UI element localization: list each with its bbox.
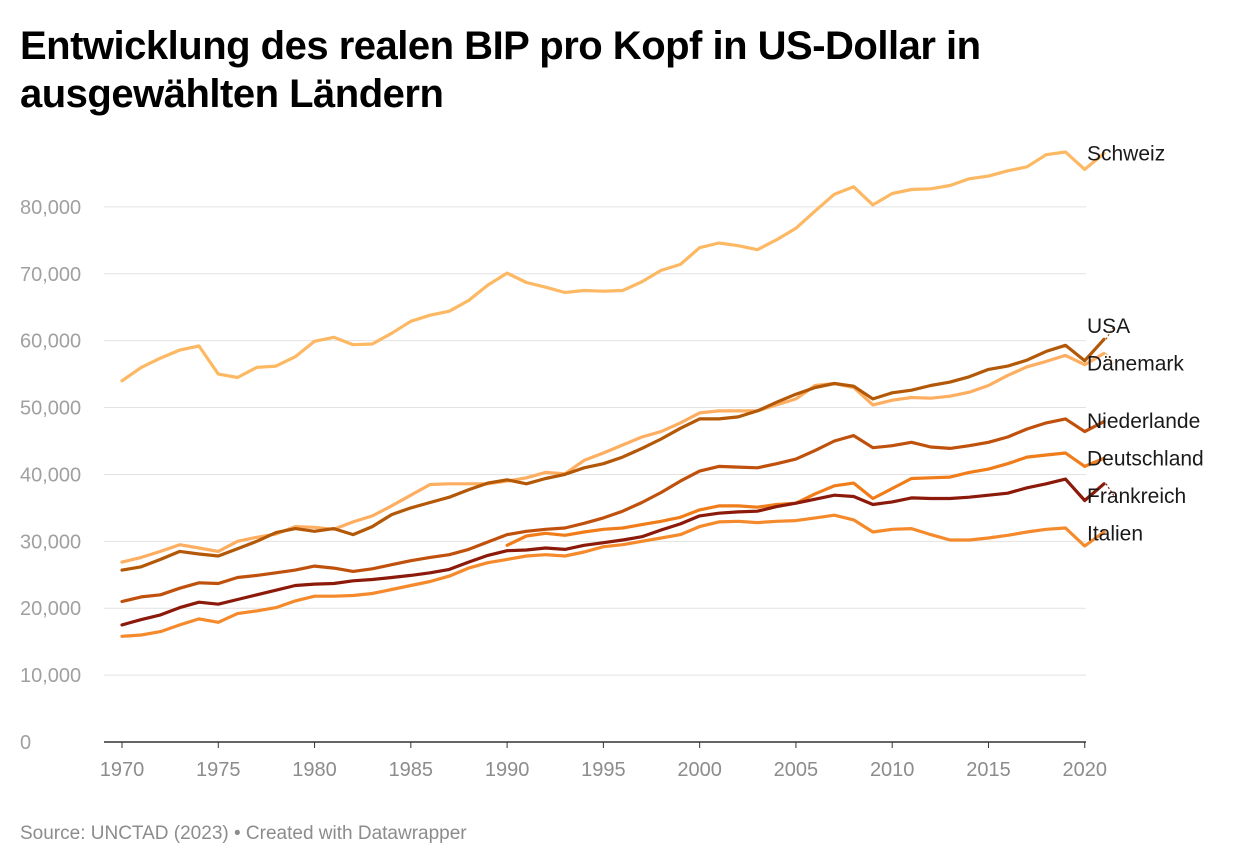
x-axis: 1970 1975 1980 1985 1990 1995 2000 2005 2010 2015… xyxy=(100,741,1107,781)
series-line-usa xyxy=(120,337,1106,572)
series-line-italien xyxy=(120,513,1106,638)
x-tick-label: 1995 xyxy=(581,759,626,781)
series-line-niederlande xyxy=(120,417,1106,604)
label-connector-usa xyxy=(1105,325,1115,340)
x-tick-label: 2000 xyxy=(677,759,722,781)
series-labels: Schweiz USA Dänemark Niederlande Deutschland… xyxy=(1087,142,1204,545)
y-tick-label: 70,000 xyxy=(20,264,81,286)
series-label-niederlande: Niederlande xyxy=(1087,410,1200,433)
x-tick-label: 2005 xyxy=(774,759,819,781)
x-tick-label: 1975 xyxy=(196,759,241,781)
label-connector-frankreich xyxy=(1105,483,1115,497)
y-axis: 0 10,000 20,000 30,000 40,000 50,000 60,000 70,… xyxy=(20,197,81,754)
series-label-daenemark: Dänemark xyxy=(1087,352,1184,375)
x-tick-label: 2020 xyxy=(1062,759,1107,781)
x-tick-label: 1990 xyxy=(485,759,530,781)
y-tick-label: 30,000 xyxy=(20,531,81,553)
series-label-schweiz: Schweiz xyxy=(1087,142,1165,165)
y-tick-label: 20,000 xyxy=(20,598,81,620)
x-tick-label: 2010 xyxy=(870,759,915,781)
y-tick-label: 40,000 xyxy=(20,464,81,486)
grid-lines xyxy=(104,206,1086,676)
chart-title: Entwicklung des realen BIP pro Kopf in U… xyxy=(20,24,981,116)
source-note: Source: UNCTAD (2023) • Created with Dat… xyxy=(20,823,467,844)
series-label-deutschland: Deutschland xyxy=(1087,447,1204,470)
series-line-frankreich xyxy=(120,477,1106,627)
y-tick-label: 50,000 xyxy=(20,398,81,420)
y-tick-label: 0 xyxy=(20,732,31,754)
x-tick-label: 1980 xyxy=(292,759,337,781)
x-tick-label: 2015 xyxy=(966,759,1011,781)
series-label-italien: Italien xyxy=(1087,522,1143,545)
y-tick-label: 60,000 xyxy=(20,331,81,353)
y-tick-label: 80,000 xyxy=(20,197,81,219)
series-line-schweiz xyxy=(120,150,1106,383)
series-lines xyxy=(120,150,1106,638)
y-tick-label: 10,000 xyxy=(20,665,81,687)
series-line-deutschland xyxy=(505,451,1106,547)
series-label-usa: USA xyxy=(1087,315,1130,338)
series-label-frankreich: Frankreich xyxy=(1087,485,1186,508)
x-tick-label: 1970 xyxy=(100,759,145,781)
series-line-daenemark xyxy=(120,351,1106,564)
x-tick-label: 1985 xyxy=(389,759,434,781)
